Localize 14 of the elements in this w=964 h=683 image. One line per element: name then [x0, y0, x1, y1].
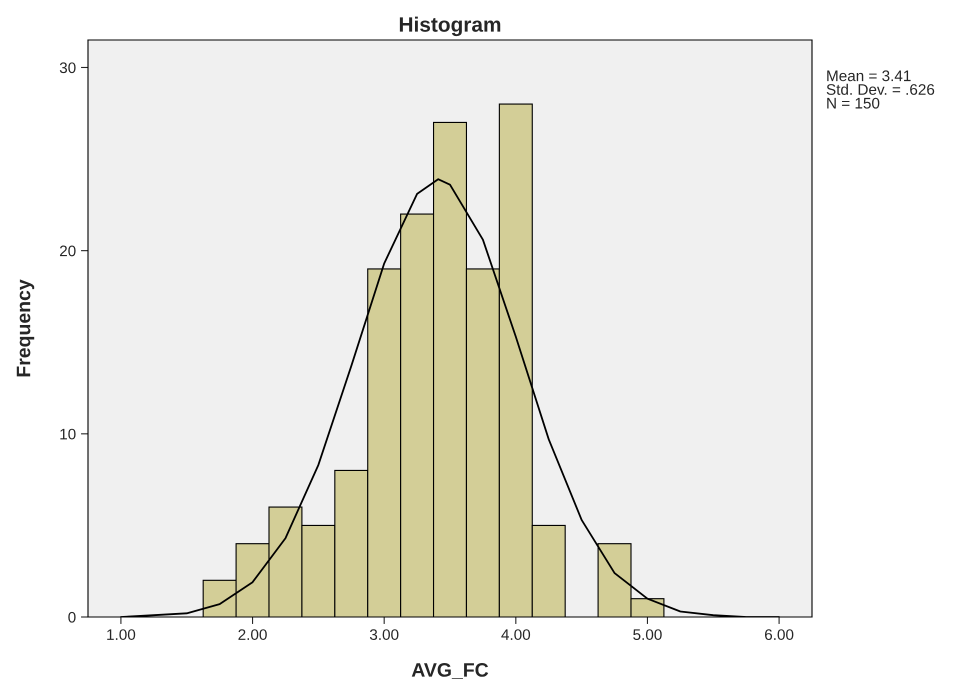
- x-tick-label: 5.00: [633, 629, 662, 640]
- y-tick-label: 20: [60, 246, 76, 256]
- y-tick-label: 10: [60, 428, 76, 440]
- y-axis-title: Frequency: [16, 279, 34, 376]
- x-tick-label: 1.00: [107, 629, 136, 640]
- x-tick-label: 2.00: [238, 629, 267, 640]
- text: Mean = 3.41 Std. Dev. = .626 N = 150: [826, 70, 934, 109]
- x-axis-title: AVG_FC: [412, 663, 488, 679]
- y-tick-label: 30: [60, 62, 76, 74]
- chart-title: Histogram: [400, 16, 500, 36]
- x-tick-label: 3.00: [370, 629, 398, 640]
- x-tick-label: 4.00: [501, 629, 530, 640]
- x-tick-label: 6.00: [765, 629, 794, 640]
- y-tick-label: 0: [68, 612, 76, 623]
